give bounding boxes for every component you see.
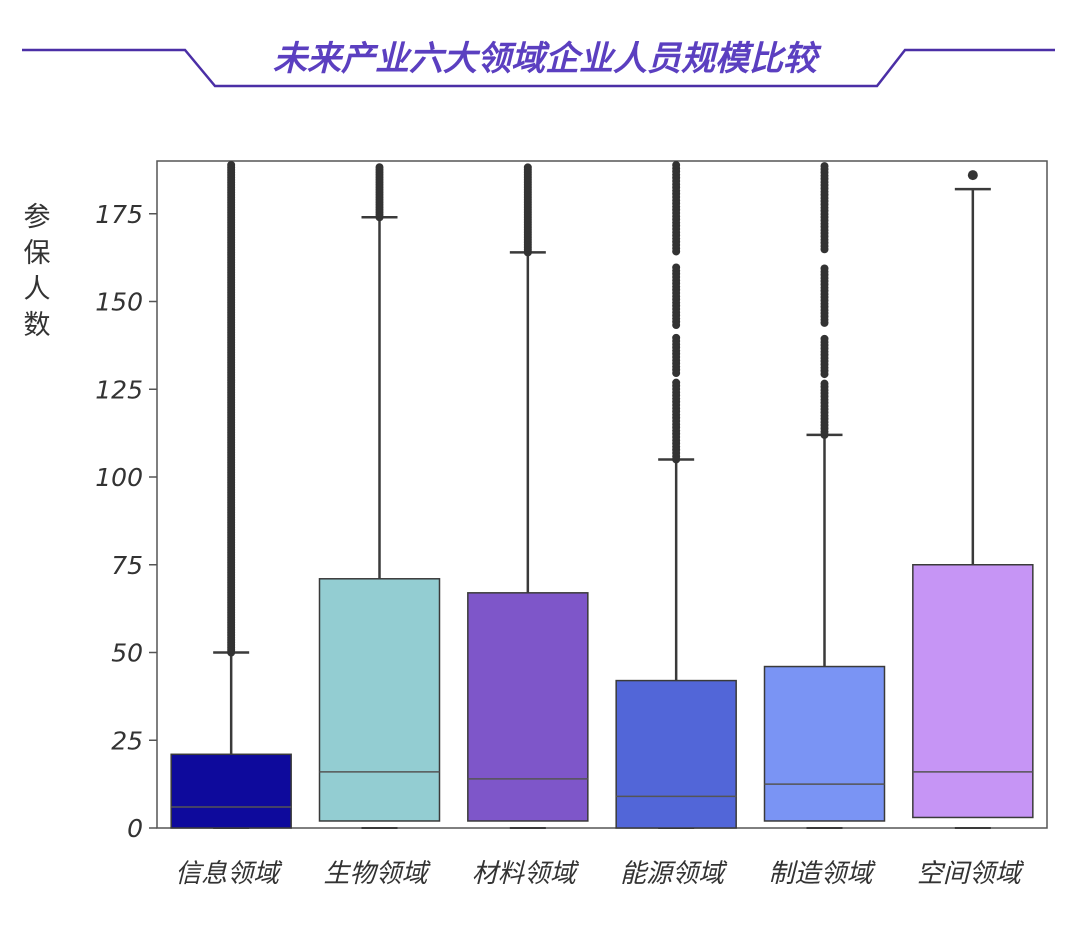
x-category-label: 能源领域 [620, 859, 728, 889]
box-iqr [170, 753, 292, 829]
y-tick-label: 100 [95, 463, 143, 492]
box-2 [318, 163, 441, 829]
y-tick-label: 75 [111, 551, 143, 580]
y-axis-label-text: 参保人数 [24, 202, 51, 341]
outlier-point [820, 162, 829, 171]
x-category-label: 材料领域 [472, 859, 580, 889]
outlier-points [672, 161, 681, 464]
y-tick-label: 125 [95, 375, 143, 404]
outlier-point [523, 163, 532, 172]
outlier-point [375, 163, 384, 172]
box-1 [170, 161, 292, 829]
outlier-points [967, 170, 978, 181]
box-5 [763, 162, 886, 829]
outlier-point [672, 161, 681, 170]
box-3 [467, 163, 589, 829]
outlier-points [375, 163, 384, 222]
outlier-points [227, 161, 236, 657]
outlier-points [820, 162, 829, 439]
outlier-point [967, 170, 978, 181]
box-iqr [763, 665, 886, 822]
y-tick-label: 50 [111, 639, 143, 668]
box-iqr [318, 578, 441, 822]
x-category-label: 空间领域 [917, 859, 1025, 889]
x-category-label: 制造领域 [768, 859, 876, 889]
box-6 [912, 170, 1034, 829]
y-axis-ticks: 0 25 50 75 100 125 150 175 [95, 200, 157, 843]
box-iqr [467, 592, 589, 822]
y-tick-label: 150 [95, 288, 143, 317]
box-iqr [912, 564, 1034, 819]
box-series [170, 161, 1034, 829]
y-tick-label: 0 [127, 814, 143, 843]
outlier-point [227, 161, 236, 169]
x-category-label: 生物领域 [323, 859, 431, 889]
y-axis-label: 参保人数 [24, 202, 51, 341]
y-tick-label: 25 [111, 726, 143, 755]
outlier-point [672, 378, 681, 387]
y-tick-label: 175 [95, 200, 143, 229]
outlier-point [672, 263, 681, 272]
plot-area-frame [156, 160, 1048, 829]
outlier-point [820, 379, 829, 388]
x-axis-labels: 信息领域 生物领域 材料领域 能源领域 制造领域 空间领域 [175, 859, 1025, 889]
chart-title: 未来产业六大领域企业人员规模比较 [273, 39, 822, 79]
outlier-point [672, 333, 681, 342]
outlier-point [820, 334, 829, 343]
outlier-point [820, 264, 829, 273]
box-4 [615, 161, 737, 829]
outlier-points [523, 163, 532, 257]
x-category-label: 信息领域 [175, 859, 283, 889]
box-iqr [615, 679, 737, 829]
title-banner-line [22, 48, 1055, 88]
title-banner: 未来产业六大领域企业人员规模比较 [22, 39, 1055, 88]
